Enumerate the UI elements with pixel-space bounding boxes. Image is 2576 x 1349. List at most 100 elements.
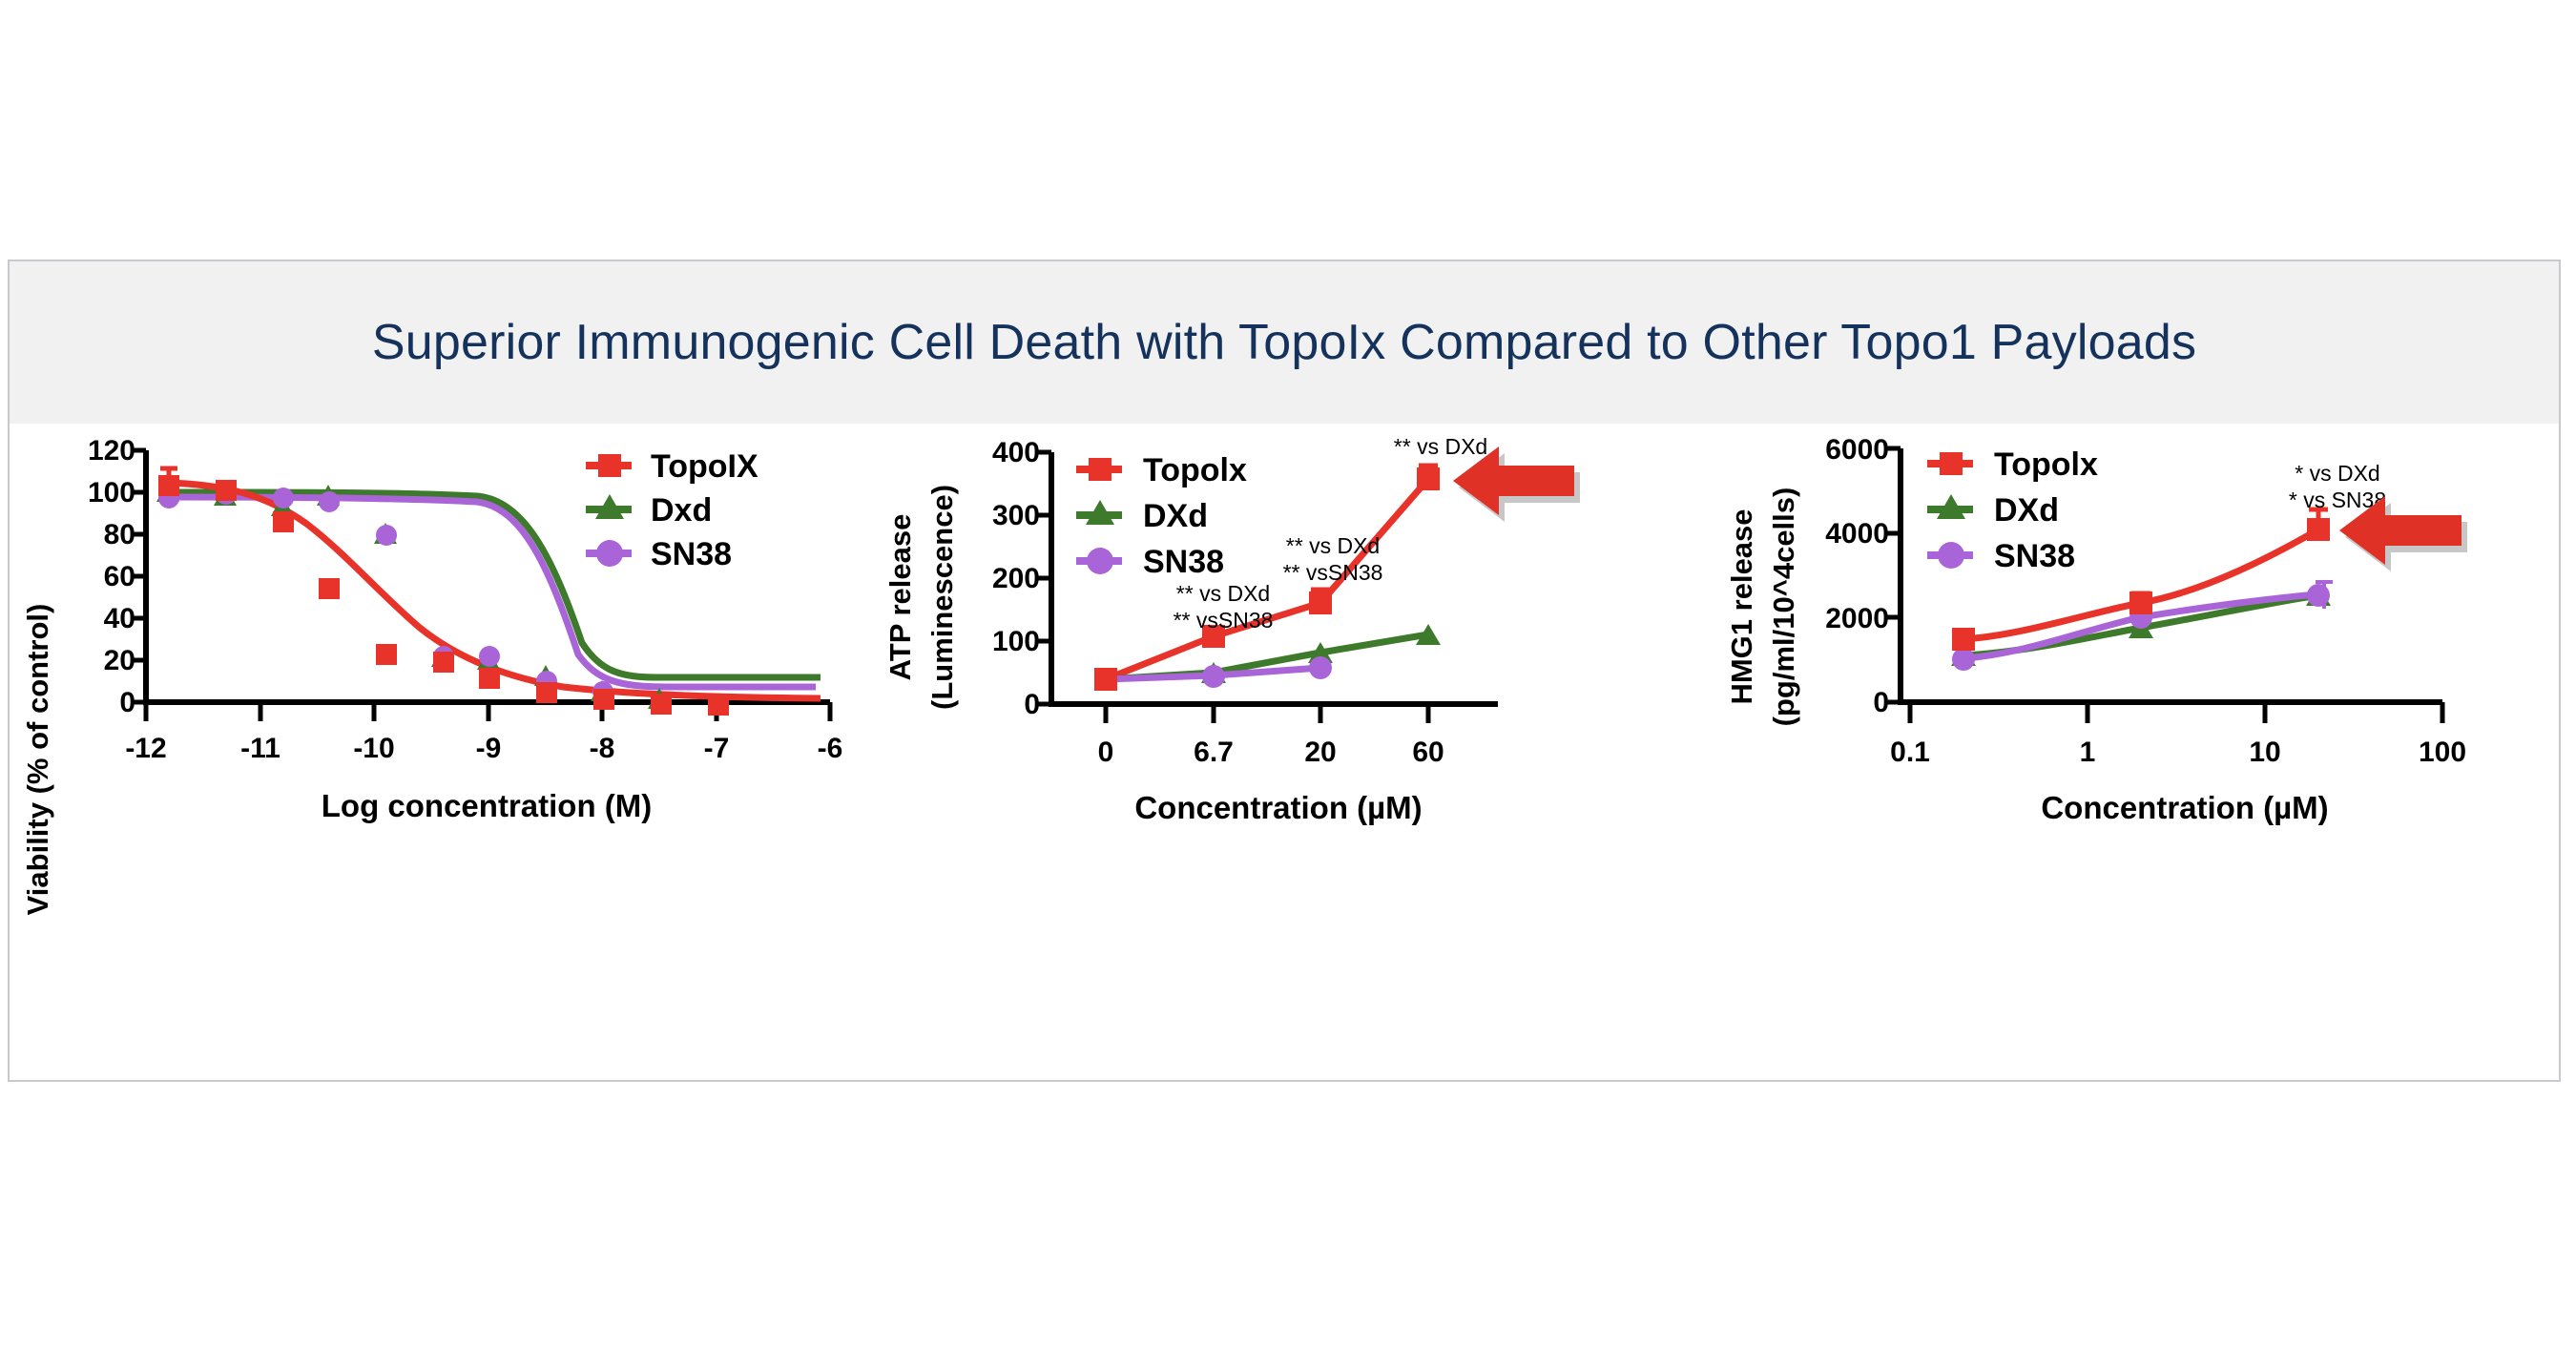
y-tick-0: 0 <box>119 687 135 718</box>
x-tick--7: -7 <box>704 733 730 764</box>
chart-panel-hmg1: HMG1 release (pg/ml/10^4cells) 0 2000 40… <box>1708 425 2557 1084</box>
x-tick--6: -6 <box>818 733 843 764</box>
y-tick-120: 120 <box>88 435 135 467</box>
legend: Topolx DXd SN38 <box>1927 446 2098 574</box>
x-tick-60: 60 <box>1412 737 1444 768</box>
errorbars-sn38 <box>2316 580 2333 609</box>
legend-label-topoix: TopoIX <box>651 448 758 485</box>
x-tick-labels: -12 -11 -10 -9 -8 -7 -6 <box>125 733 842 764</box>
x-tick-10: 10 <box>2249 737 2280 768</box>
x-tick--12: -12 <box>125 733 166 764</box>
x-axis-label: Log concentration (M) <box>322 788 652 823</box>
legend-label-sn38: SN38 <box>1994 538 2075 574</box>
x-tick-marks <box>1907 702 2445 723</box>
x-axis-label: Concentration (µM) <box>1134 790 1422 825</box>
axis-lines <box>1898 448 2442 705</box>
chart-panel-atp: ATP release (Luminescence) 0 100 200 300… <box>868 425 1708 1084</box>
left-arrow-icon <box>1453 446 1580 522</box>
markers-topoix <box>158 466 729 716</box>
chart-panel-viability: Viability (% of control) 0 20 40 60 80 1… <box>10 425 868 1084</box>
series-line-sn38 <box>166 493 816 691</box>
legend-label-dxd: DXd <box>1143 498 1208 534</box>
x-tick-100: 100 <box>2419 737 2466 768</box>
y-axis-label-line1: ATP release <box>883 514 917 681</box>
x-tick-marks <box>1103 704 1431 723</box>
annotation-2-line2: ** vsSN38 <box>1283 560 1383 585</box>
legend-label-topolx: Topolx <box>1994 446 2098 483</box>
legend: Topolx DXd SN38 <box>1076 452 1247 580</box>
x-tick--8: -8 <box>590 733 615 764</box>
annotation-3-line1: ** vs DXd <box>1394 434 1487 459</box>
markers-topolx <box>1094 463 1440 691</box>
y-tick-0: 0 <box>1873 687 1889 718</box>
annotation-1-line1: ** vs DXd <box>1176 581 1270 606</box>
y-tick-40: 40 <box>104 603 135 634</box>
y-axis-label-line2: (Luminescence) <box>925 485 959 710</box>
legend-item-topolx[interactable]: Topolx <box>1927 446 2098 483</box>
annotation-1-line2: ** vsSN38 <box>1174 608 1274 633</box>
y-tick-4000: 4000 <box>1825 518 1889 550</box>
x-tick--11: -11 <box>240 733 280 764</box>
atp-chart: ATP release (Luminescence) 0 100 200 300… <box>883 434 1580 825</box>
y-tick-marks <box>1886 446 1901 705</box>
y-tick-300: 300 <box>992 500 1040 531</box>
y-tick-100: 100 <box>88 477 135 508</box>
significance-annotations: ** vs DXd ** vsSN38 ** vs DXd ** vsSN38 … <box>1174 434 1488 633</box>
x-tick-0: 0 <box>1098 737 1114 768</box>
y-tick-labels: 0 2000 4000 6000 <box>1825 434 1889 718</box>
significance-annotations: * vs DXd * vs SN38 <box>2289 461 2386 512</box>
y-axis-label-line1: HMG1 release <box>1725 508 1758 704</box>
y-tick-2000: 2000 <box>1825 603 1889 634</box>
x-tick-20: 20 <box>1304 737 1336 768</box>
legend-item-sn38[interactable]: SN38 <box>1076 544 1224 580</box>
y-tick-80: 80 <box>104 519 135 550</box>
legend-label-topolx: Topolx <box>1143 452 1247 488</box>
x-axis-label: Concentration (µM) <box>2041 790 2328 825</box>
x-tick-labels: 0.1 1 10 100 <box>1890 737 2466 768</box>
y-axis-label: Viability (% of control) <box>21 604 54 916</box>
markers-sn38 <box>1202 656 1332 688</box>
legend-item-topolx[interactable]: Topolx <box>1076 452 1247 488</box>
y-tick-20: 20 <box>104 645 135 676</box>
annotation-1-line1: * vs DXd <box>2295 461 2379 486</box>
y-axis-label-line2: (pg/ml/10^4cells) <box>1767 488 1800 727</box>
legend-label-sn38: SN38 <box>651 536 732 572</box>
y-tick-200: 200 <box>992 563 1040 594</box>
series-line-topolx <box>1104 476 1431 683</box>
legend: TopoIX Dxd SN38 <box>586 448 758 572</box>
y-tick-0: 0 <box>1024 689 1040 720</box>
left-arrow-icon <box>2339 496 2467 571</box>
charts-row: Viability (% of control) 0 20 40 60 80 1… <box>10 425 2559 1080</box>
y-tick-labels: 0 20 40 60 80 100 120 <box>88 435 135 718</box>
hmg1-chart: HMG1 release (pg/ml/10^4cells) 0 2000 40… <box>1725 434 2467 825</box>
markers-topolx <box>1952 507 2330 651</box>
legend-item-topoix[interactable]: TopoIX <box>586 448 758 485</box>
x-tick--9: -9 <box>476 733 502 764</box>
y-tick-100: 100 <box>992 626 1040 657</box>
y-tick-400: 400 <box>992 437 1040 468</box>
y-tick-6000: 6000 <box>1825 434 1889 466</box>
y-tick-marks <box>1037 449 1051 707</box>
annotation-2-line1: ** vs DXd <box>1286 533 1380 558</box>
legend-item-dxd[interactable]: Dxd <box>586 492 712 529</box>
title-band: Superior Immunogenic Cell Death with Top… <box>10 261 2559 424</box>
legend-label-sn38: SN38 <box>1143 544 1224 580</box>
legend-label-dxd: Dxd <box>651 492 712 529</box>
x-tick-labels: 0 6.7 20 60 <box>1098 737 1444 768</box>
x-tick--10: -10 <box>353 733 394 764</box>
x-tick-6.7: 6.7 <box>1194 737 1234 768</box>
viability-chart: Viability (% of control) 0 20 40 60 80 1… <box>21 435 842 916</box>
legend-label-dxd: DXd <box>1994 492 2059 529</box>
x-tick-1: 1 <box>2080 737 2096 768</box>
x-tick-0.1: 0.1 <box>1890 737 1930 768</box>
y-tick-labels: 0 100 200 300 400 <box>992 437 1040 720</box>
legend-item-dxd[interactable]: DXd <box>1076 498 1208 534</box>
legend-item-sn38[interactable]: SN38 <box>586 536 732 572</box>
legend-item-sn38[interactable]: SN38 <box>1927 538 2075 574</box>
page-title: Superior Immunogenic Cell Death with Top… <box>371 315 2197 370</box>
slide-frame: Superior Immunogenic Cell Death with Top… <box>8 259 2561 1082</box>
y-tick-60: 60 <box>104 561 135 592</box>
legend-item-dxd[interactable]: DXd <box>1927 492 2059 529</box>
series-line-dxd <box>166 488 821 681</box>
